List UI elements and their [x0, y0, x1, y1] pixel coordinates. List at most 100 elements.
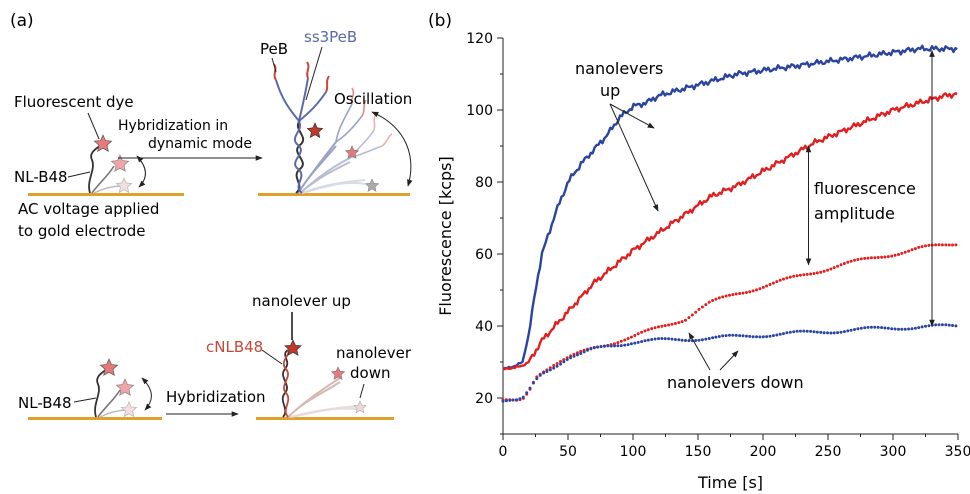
series-point	[731, 293, 735, 297]
series-point	[826, 331, 829, 335]
x-tick-label: 0	[499, 444, 508, 460]
star-icon	[115, 177, 133, 193]
series-point	[907, 249, 911, 253]
hybridization-label: Hybridization	[166, 388, 266, 406]
series-point	[761, 335, 765, 339]
series-point	[660, 324, 664, 328]
series-point	[640, 340, 644, 344]
series-point	[761, 285, 765, 289]
branch-arm	[298, 77, 309, 122]
nanolever-down-label-2: down	[350, 364, 390, 382]
series-point	[880, 255, 884, 259]
series-point	[694, 339, 698, 342]
star-icon	[306, 122, 324, 139]
branch-arm	[298, 91, 327, 122]
gold-electrode-top	[28, 193, 184, 196]
series-point	[819, 330, 823, 334]
series-point	[738, 292, 742, 295]
hybridization-arrow: Hybridization	[166, 388, 266, 417]
hyb-dynamic-label-1: Hybridization in	[118, 118, 228, 134]
series-point	[822, 269, 826, 273]
series-point	[846, 329, 850, 333]
series-point	[809, 272, 813, 276]
star-icon	[284, 339, 302, 356]
series-point	[741, 334, 745, 338]
series-point	[728, 293, 731, 297]
hybridization-dynamic-arrow: Hybridization in dynamic mode	[118, 118, 263, 161]
series-point	[836, 264, 840, 268]
series-point	[559, 362, 562, 366]
series-point	[903, 327, 907, 331]
oscillation-arrow	[371, 111, 413, 187]
series-point	[873, 256, 877, 260]
series-point	[849, 259, 853, 263]
series-point	[755, 335, 758, 339]
series-point	[744, 291, 748, 294]
star-icon	[364, 178, 380, 192]
series-line-solid	[502, 92, 958, 371]
series-point	[700, 338, 704, 342]
series-point	[812, 272, 816, 275]
nl-b48-label-top: NL-B48	[14, 168, 68, 186]
gold-electrode-bottom-right	[256, 417, 394, 420]
series-point	[822, 331, 826, 335]
series-point	[853, 328, 856, 331]
series-point	[559, 360, 562, 363]
series-point	[917, 326, 921, 330]
star-icon	[99, 358, 119, 377]
series-point	[836, 331, 840, 335]
series-point	[890, 327, 894, 331]
panel-a: (a) Fluorescent dye NL-B48 AC voltage ap…	[10, 11, 413, 420]
series-point	[954, 243, 958, 247]
series-point	[856, 258, 860, 261]
panel-a-label: (a)	[10, 11, 34, 31]
series-point	[650, 338, 654, 341]
series-point	[802, 273, 806, 277]
series-point	[731, 333, 735, 337]
fluorescence-chart: 0 50 100 150 200 250 300 350 20 40 60 80 100 120 Time …	[436, 31, 970, 492]
series-point	[903, 250, 907, 254]
annotation-amp-line1: fluorescence	[814, 179, 916, 198]
series-point	[944, 323, 948, 327]
series-point	[829, 331, 833, 335]
series-point	[927, 243, 931, 247]
strand-low-bottom	[99, 409, 129, 418]
series-point	[755, 288, 758, 292]
series-point	[707, 300, 711, 304]
y-tick-label: 120	[466, 31, 493, 47]
faded-tip	[373, 113, 393, 147]
series-point	[677, 321, 681, 325]
series-point	[599, 345, 603, 349]
ac-voltage-label-2: to gold electrode	[18, 222, 146, 240]
series-point	[775, 333, 779, 337]
series-point	[700, 305, 704, 309]
series-point	[616, 341, 620, 345]
series-point	[579, 352, 583, 355]
series-point	[609, 344, 613, 348]
series-point	[734, 333, 738, 337]
series-point	[592, 346, 596, 350]
oscillation-label: Oscillation	[334, 90, 412, 108]
series-point	[920, 325, 924, 329]
strand-mid-top	[91, 165, 115, 194]
series-point	[562, 360, 566, 364]
series-line-solid	[502, 44, 958, 371]
series-point	[589, 347, 593, 351]
series-point	[758, 335, 762, 339]
series-point	[886, 255, 890, 259]
series-point	[704, 303, 708, 307]
series-point	[913, 326, 917, 330]
cnlb48-label: cNLB48	[206, 338, 263, 356]
series-point	[724, 334, 728, 338]
series-point	[511, 398, 515, 402]
dye-pointer-line	[87, 112, 100, 140]
series-point	[670, 322, 674, 326]
series-point	[596, 345, 600, 349]
series-point	[802, 329, 806, 333]
series-point	[880, 326, 884, 330]
series-point	[640, 330, 644, 334]
series-point	[687, 316, 691, 320]
series-point	[623, 338, 627, 342]
series-point	[913, 247, 917, 251]
